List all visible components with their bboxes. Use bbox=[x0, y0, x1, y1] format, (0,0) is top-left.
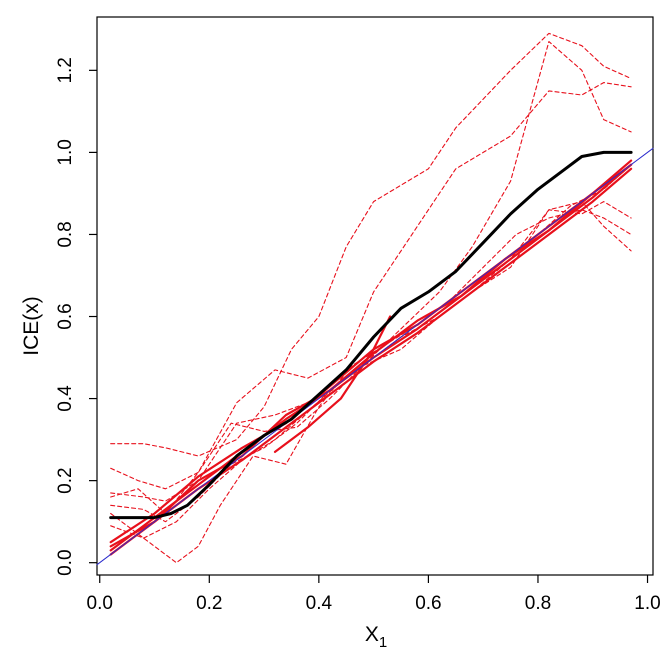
reference-line bbox=[96, 147, 654, 566]
ice-curve-dashed bbox=[110, 41, 632, 502]
x-tick-label: 0.2 bbox=[196, 593, 222, 614]
x-tick-label: 1.0 bbox=[634, 593, 660, 614]
y-tick-label: 0.8 bbox=[55, 221, 76, 247]
x-axis-title-main: X bbox=[365, 623, 379, 646]
ice-curve-solid bbox=[109, 163, 633, 548]
plot-frame bbox=[96, 16, 654, 576]
y-tick-label: 0.0 bbox=[55, 549, 76, 575]
y-tick-label: 0.2 bbox=[55, 467, 76, 493]
ice-curve-solid bbox=[273, 315, 392, 453]
pdp-curve bbox=[109, 150, 633, 520]
ice-curve-dashed bbox=[110, 32, 632, 457]
x-axis-title: X1 bbox=[365, 623, 387, 651]
ice-curve-dashed bbox=[110, 209, 632, 564]
x-tick-label: 0.4 bbox=[306, 593, 333, 614]
y-tick-label: 1.2 bbox=[55, 57, 76, 83]
y-axis-title: ICE(x) bbox=[20, 296, 43, 356]
y-tick-label: 0.4 bbox=[55, 385, 76, 412]
x-axis-title-subscript: 1 bbox=[379, 634, 387, 651]
x-tick-label: 0.8 bbox=[525, 593, 551, 614]
y-tick-label: 0.6 bbox=[55, 303, 76, 329]
series-layer bbox=[96, 32, 654, 566]
x-tick-label: 0.0 bbox=[87, 593, 113, 614]
ice-curve-dashed bbox=[110, 201, 632, 523]
y-tick-label: 1.0 bbox=[55, 139, 76, 165]
ice-curve-dashed bbox=[110, 82, 632, 490]
x-tick-label: 0.6 bbox=[415, 593, 441, 614]
x-axis: 0.0 0.2 0.4 0.6 0.8 1.0 bbox=[87, 575, 661, 614]
y-axis: 0.0 0.2 0.4 0.6 0.8 1.0 1.2 bbox=[55, 57, 97, 576]
